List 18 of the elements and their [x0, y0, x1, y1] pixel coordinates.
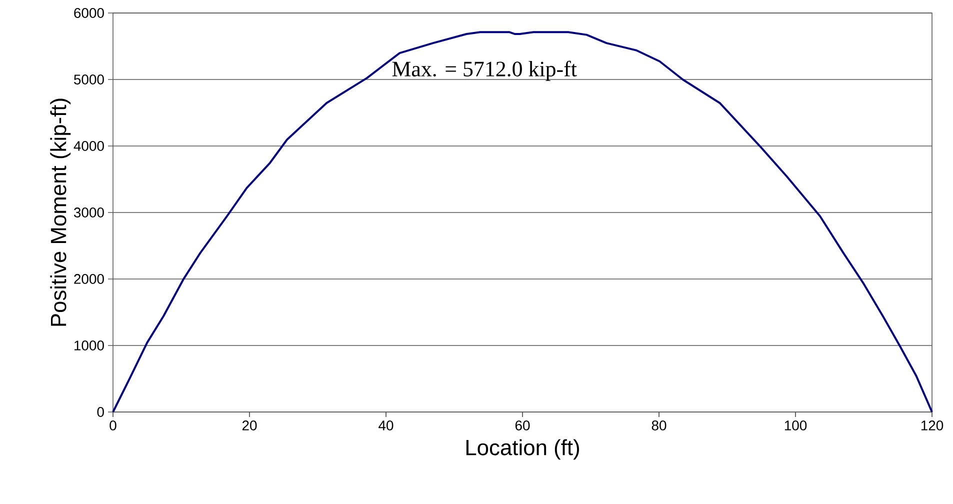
line-series	[112, 31, 934, 413]
x-tick-label: 20	[242, 420, 257, 430]
y-axis-title: Positive Moment (kip-ft)	[50, 98, 71, 326]
x-tick-label: 100	[784, 420, 807, 430]
x-tick-label: 60	[515, 420, 530, 430]
y-tick-label: 5000	[74, 74, 104, 84]
x-tick-label: 80	[652, 420, 666, 430]
y-tick-label: 4000	[74, 141, 104, 151]
x-axis-title: Location (ft)	[466, 439, 579, 460]
x-tick-label: 120	[921, 420, 944, 430]
x-tick-label: 0	[110, 420, 116, 430]
y-tick-label: 3000	[74, 208, 104, 218]
y-tick-label: 0	[97, 407, 104, 417]
annotation: Max. = 5712.0 kip-ft	[392, 60, 577, 81]
x-tick-label: 40	[378, 420, 394, 430]
y-tick-label: 2000	[74, 274, 104, 284]
y-tick-label: 6000	[74, 8, 104, 18]
y-tick-label: 1000	[74, 340, 104, 350]
